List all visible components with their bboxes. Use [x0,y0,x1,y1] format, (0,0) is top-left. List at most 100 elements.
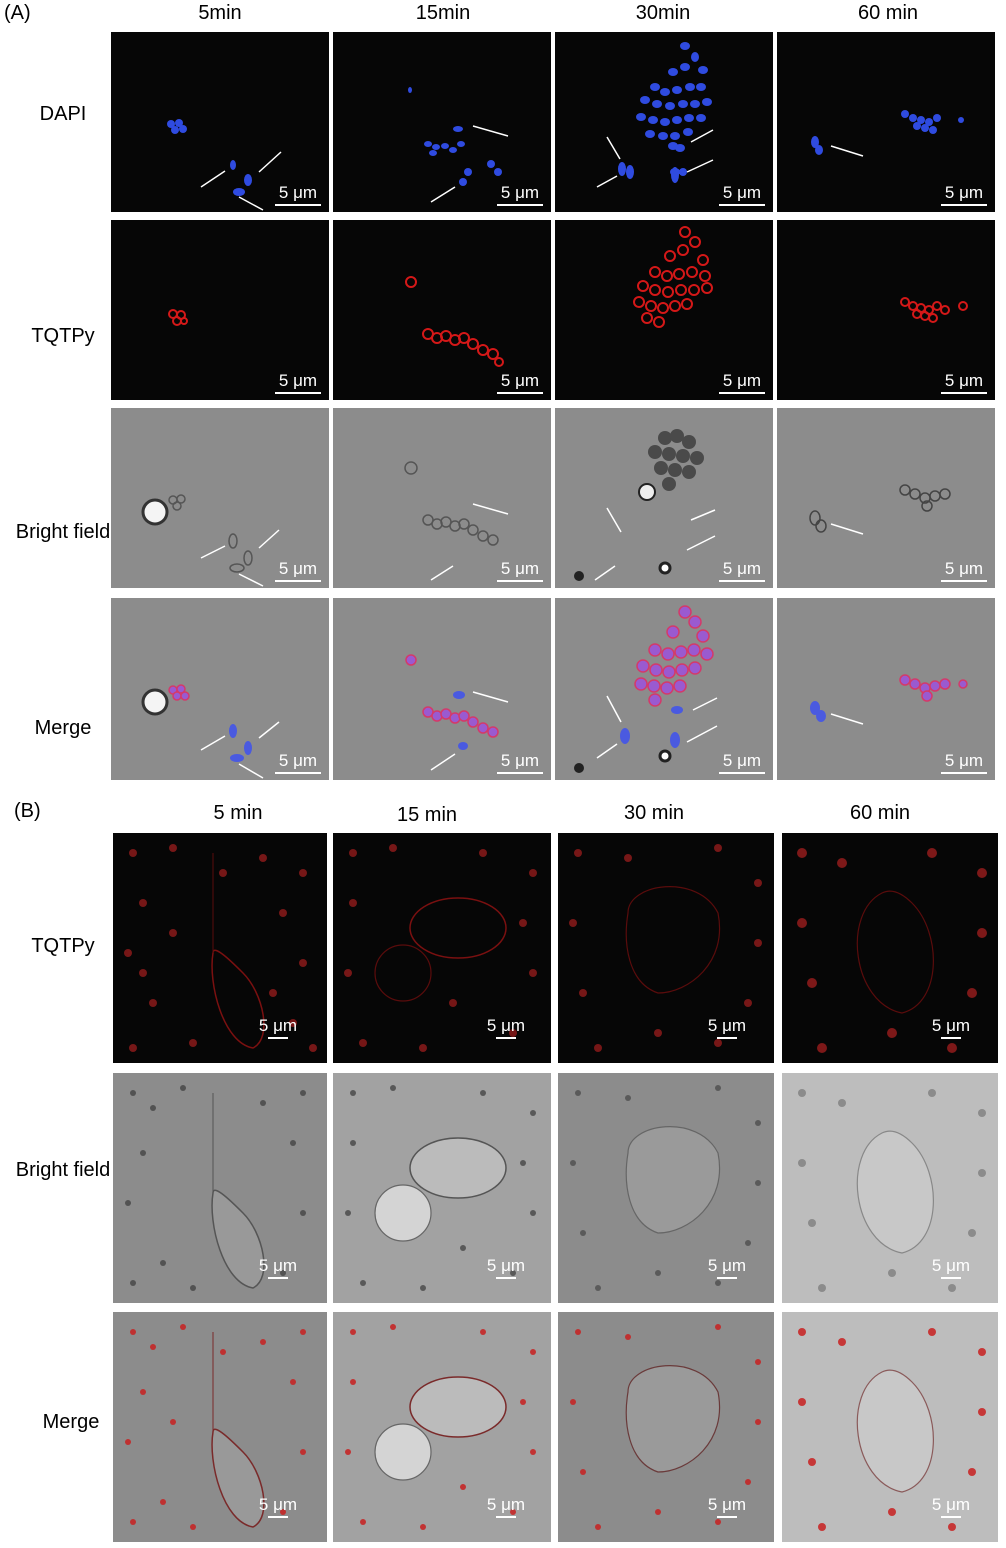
merge-field [125,1324,306,1530]
scale-bar: 5 μm [926,1257,976,1279]
scale-bar-label: 5 μm [486,1016,526,1035]
panel-a-column-header: 60 min [857,2,919,24]
merge-field [570,1324,761,1530]
merge-cells [405,654,509,771]
scale-bar-label: 5 μm [722,751,762,770]
dapi-cells [811,110,964,157]
micrograph-b-tqtpy-30min: 5 μm [558,833,774,1063]
scale-bar-label: 5 μm [258,1016,298,1035]
tqtpy-field [124,844,317,1052]
scale-bar: 5 μm [939,560,989,582]
scale-bar-label: 5 μm [258,1256,298,1275]
panel-a-column-header: 30min [635,2,691,24]
scale-bar: 5 μm [273,372,323,394]
micrograph-dapi-30min: 5 μm [555,32,773,212]
scale-bar: 5 μm [273,560,323,582]
scale-bar: 5 μm [939,752,989,774]
scale-bar-label: 5 μm [278,183,318,202]
micrograph-b-brightfield-15min: 5 μm [333,1073,551,1303]
scale-bar-label: 5 μm [707,1016,747,1035]
brightfield-cells [809,484,951,535]
panel-b-column-header: 15 min [396,804,458,826]
scale-bar-label: 5 μm [707,1495,747,1514]
micrograph-tqtpy-5min: 5 μm [111,220,329,400]
micrograph-brightfield-5min: 5 μm [111,408,329,588]
micrograph-dapi-5min: 5 μm [111,32,329,212]
scale-bar-label: 5 μm [278,559,318,578]
micrograph-dapi-15min: 5 μm [333,32,551,212]
scale-bar: 5 μm [253,1017,303,1039]
micrograph-b-brightfield-5min: 5 μm [113,1073,327,1303]
scale-bar: 5 μm [702,1017,752,1039]
scale-bar-label: 5 μm [500,751,540,770]
scale-bar: 5 μm [273,184,323,206]
scale-bar-label: 5 μm [944,183,984,202]
scale-bar: 5 μm [253,1496,303,1518]
tqtpy-cells [900,297,968,323]
scale-bar: 5 μm [702,1496,752,1518]
brightfield-field [798,1089,986,1292]
panel-a-column-header: 5min [198,2,242,24]
scale-bar: 5 μm [495,184,545,206]
tqtpy-field [569,844,762,1052]
scale-bar: 5 μm [926,1496,976,1518]
micrograph-b-merge-30min: 5 μm [558,1312,774,1542]
panel-b-row-label: Bright field [15,1159,111,1181]
micrograph-merge-15min: 5 μm [333,598,551,780]
brightfield-cells [141,494,280,587]
micrograph-b-brightfield-30min: 5 μm [558,1073,774,1303]
scale-bar-label: 5 μm [931,1495,971,1514]
merge-cells [810,674,968,725]
merge-field [345,1324,536,1530]
micrograph-merge-30min: 5 μm [555,598,773,780]
scale-bar: 5 μm [495,560,545,582]
panel-a-row-label: Merge [34,717,92,739]
scale-bar-label: 5 μm [707,1256,747,1275]
micrograph-b-tqtpy-5min: 5 μm [113,833,327,1063]
brightfield-field [345,1085,536,1291]
dapi-cells [596,42,714,188]
scale-bar-label: 5 μm [722,371,762,390]
tqtpy-field [797,848,987,1053]
scale-bar-label: 5 μm [722,183,762,202]
micrograph-merge-5min: 5 μm [111,598,329,780]
panel-a-column-header: 15min [415,2,471,24]
panel-b-column-header: 5 min [213,802,263,824]
panel-a-row-label: TQTPy [31,325,95,347]
brightfield-field [125,1085,306,1291]
scale-bar-label: 5 μm [722,559,762,578]
panel-b-label: (B) [14,800,41,822]
scale-bar: 5 μm [495,372,545,394]
scale-bar: 5 μm [939,184,989,206]
micrograph-b-brightfield-60min: 5 μm [782,1073,998,1303]
micrograph-dapi-60min: 5 μm [777,32,995,212]
scale-bar: 5 μm [495,752,545,774]
micrograph-brightfield-15min: 5 μm [333,408,551,588]
micrograph-b-tqtpy-60min: 5 μm [782,833,998,1063]
panel-a-row-label: DAPI [39,103,87,125]
panel-b-column-header: 30 min [623,802,685,824]
tqtpy-cells [168,309,188,326]
scale-bar-label: 5 μm [500,559,540,578]
scale-bar-label: 5 μm [500,183,540,202]
micrograph-merge-60min: 5 μm [777,598,995,780]
scale-bar: 5 μm [253,1257,303,1279]
micrograph-tqtpy-15min: 5 μm [333,220,551,400]
scale-bar: 5 μm [717,372,767,394]
scale-bar: 5 μm [481,1496,531,1518]
scale-bar: 5 μm [939,372,989,394]
dapi-cells [408,87,509,203]
panel-a-row-label: Bright field [15,521,111,543]
tqtpy-cells [405,276,504,367]
scale-bar: 5 μm [926,1017,976,1039]
panel-a-label: (A) [4,2,31,24]
scale-bar: 5 μm [481,1257,531,1279]
micrograph-b-merge-5min: 5 μm [113,1312,327,1542]
micrograph-tqtpy-60min: 5 μm [777,220,995,400]
scale-bar: 5 μm [717,560,767,582]
merge-field [798,1328,986,1531]
micrograph-b-merge-15min: 5 μm [333,1312,551,1542]
micrograph-b-tqtpy-15min: 5 μm [333,833,551,1063]
tqtpy-cells [633,226,713,328]
scale-bar-label: 5 μm [931,1256,971,1275]
